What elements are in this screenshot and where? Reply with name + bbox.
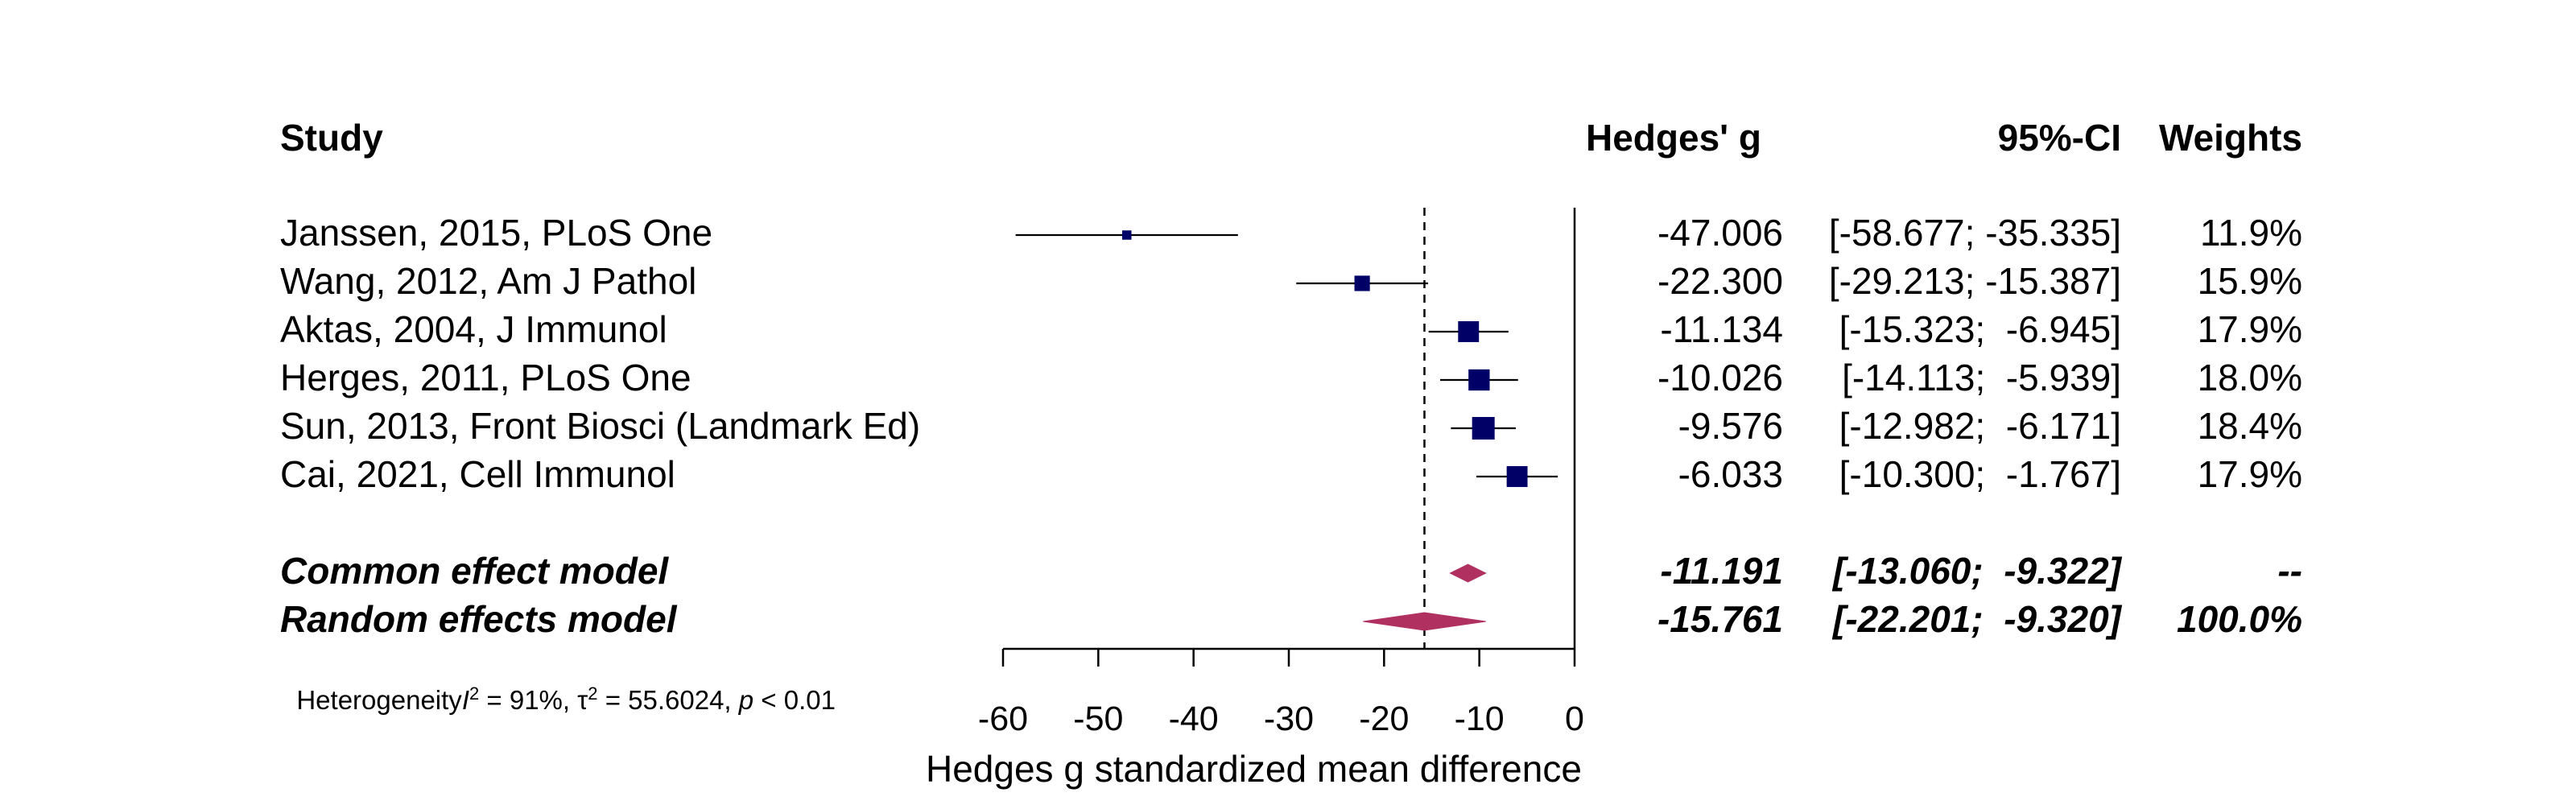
p-value: < 0.01	[753, 685, 836, 715]
model-ci-value: [-13.060; -9.322]	[1833, 550, 2121, 592]
study-label: Aktas, 2004, J Immunol	[280, 308, 667, 350]
x-axis-label: Hedges g standardized mean difference	[926, 748, 1582, 790]
study-effect-value: -47.006	[1657, 212, 1783, 254]
study-weight-value: 18.0%	[2197, 357, 2302, 398]
p-symbol: p	[738, 685, 754, 715]
model-effect-value: -15.761	[1657, 598, 1783, 640]
study-effect-value: -22.300	[1657, 260, 1783, 302]
weights-column-header: Weights	[2158, 117, 2302, 159]
x-tick-label: 0	[1565, 700, 1584, 738]
study-effect-value: -11.134	[1660, 308, 1783, 350]
model-diamond	[1363, 612, 1486, 631]
i2-value: = 91%,	[479, 685, 578, 715]
study-weight-value: 18.4%	[2197, 405, 2302, 447]
study-effect-value: -6.033	[1678, 453, 1783, 495]
study-effect-value: -10.026	[1657, 357, 1783, 398]
model-effect-value: -11.191	[1660, 550, 1783, 592]
ci-column-header: 95%-CI	[1997, 117, 2121, 159]
model-label: Random effects model	[280, 598, 677, 640]
study-label: Wang, 2012, Am J Pathol	[280, 260, 697, 302]
x-tick-label: -50	[1073, 700, 1124, 738]
i2-symbol: I	[461, 685, 469, 715]
x-tick-label: -20	[1359, 700, 1410, 738]
tau-value: = 55.6024,	[597, 685, 739, 715]
model-weight-value: 100.0%	[2176, 598, 2302, 640]
study-effect-square	[1468, 369, 1490, 391]
study-ci-value: [-14.113; -5.939]	[1842, 357, 2121, 398]
study-weight-value: 15.9%	[2197, 260, 2302, 302]
model-weight-value: --	[2277, 550, 2302, 592]
study-label: Herges, 2011, PLoS One	[280, 357, 691, 398]
study-ci-value: [-58.677; -35.335]	[1828, 212, 2121, 254]
study-ci-value: [-29.213; -15.387]	[1828, 260, 2121, 302]
effect-column-header: Hedges' g	[1586, 117, 1761, 159]
study-effect-square	[1354, 275, 1370, 291]
study-effect-square	[1122, 230, 1132, 240]
tau-superscript: 2	[588, 683, 598, 704]
heterogeneity-statistics: HeterogeneityI2 = 91%, τ2 = 55.6024, p <…	[282, 658, 836, 715]
study-weight-value: 17.9%	[2197, 308, 2302, 350]
study-ci-value: [-15.323; -6.945]	[1839, 308, 2121, 350]
x-tick-label: -10	[1454, 700, 1505, 738]
model-diamond	[1449, 564, 1487, 583]
study-effect-square	[1506, 466, 1528, 487]
x-tick-label: -30	[1263, 700, 1315, 738]
i2-superscript: 2	[469, 683, 480, 704]
heterogeneity-prefix: Heterogeneity	[296, 685, 462, 715]
study-ci-value: [-12.982; -6.171]	[1839, 405, 2121, 447]
model-ci-value: [-22.201; -9.320]	[1833, 598, 2121, 640]
study-effect-square	[1458, 321, 1480, 342]
study-label: Janssen, 2015, PLoS One	[280, 212, 713, 254]
x-tick-label: -40	[1168, 700, 1219, 738]
tau-symbol: τ	[577, 685, 588, 715]
study-ci-value: [-10.300; -1.767]	[1839, 453, 2121, 495]
plot-marks	[1001, 208, 1576, 667]
study-label: Cai, 2021, Cell Immunol	[280, 453, 675, 495]
study-column-header: Study	[280, 117, 383, 159]
study-label: Sun, 2013, Front Biosci (Landmark Ed)	[280, 405, 921, 447]
study-weight-value: 11.9%	[2199, 212, 2302, 254]
study-effect-square	[1472, 417, 1495, 440]
study-weight-value: 17.9%	[2197, 453, 2302, 495]
model-label: Common effect model	[280, 550, 669, 592]
study-effect-value: -9.576	[1678, 405, 1783, 447]
x-tick-label: -60	[977, 700, 1029, 738]
